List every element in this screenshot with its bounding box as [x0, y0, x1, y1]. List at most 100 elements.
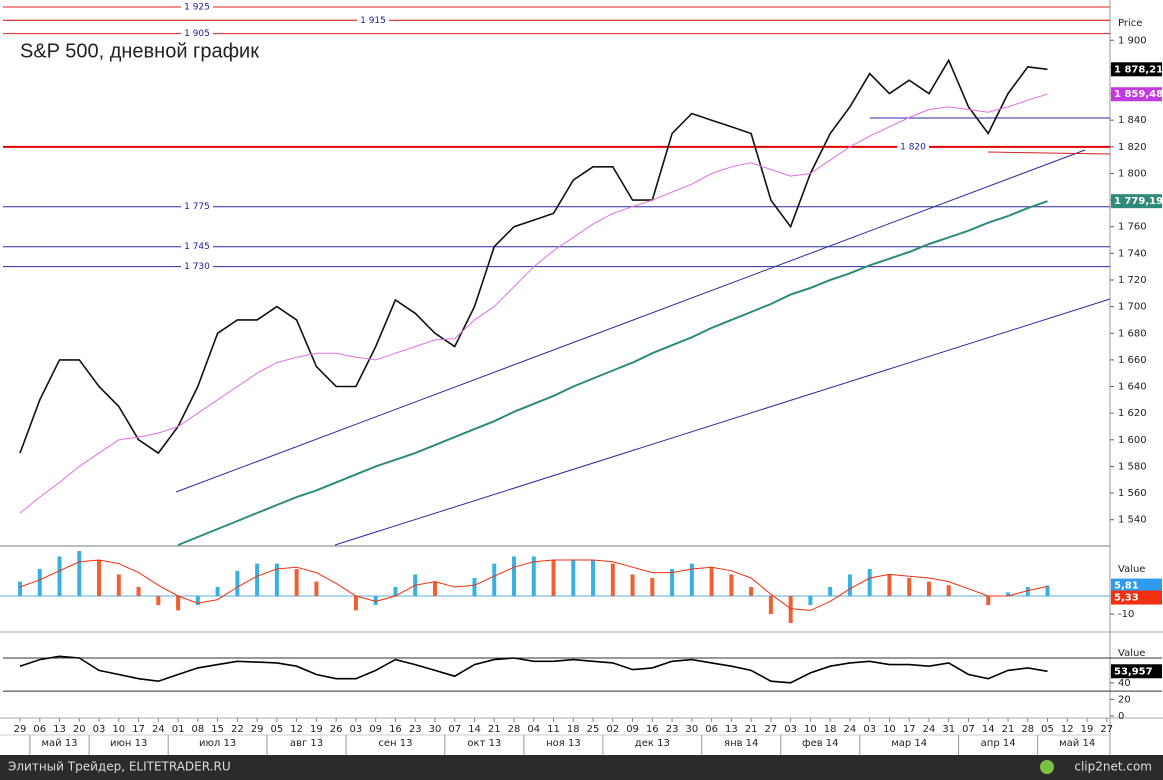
x-tick-label: 24: [923, 724, 936, 735]
y-tick-label: 1 840: [1118, 115, 1147, 126]
histogram-bar: [116, 574, 121, 597]
histogram-bar: [907, 578, 912, 597]
x-tick-label: 10: [883, 724, 896, 735]
x-tick-label: 20: [73, 724, 86, 735]
histogram-bar: [847, 574, 852, 597]
y-tick-label: 1 640: [1118, 382, 1147, 393]
y-tick-label: 1 600: [1118, 435, 1147, 446]
level-label: 1 820: [900, 142, 926, 152]
footer-source: Элитный Трейдер, ELITETRADER.RU: [8, 760, 231, 774]
histogram-bar: [591, 560, 596, 597]
histogram-bar: [373, 596, 378, 606]
level-label: 1 925: [184, 2, 210, 12]
histogram-bar: [294, 569, 299, 597]
level-label: 1 745: [184, 242, 210, 252]
value-tag-bg: [1111, 62, 1162, 77]
x-tick-label: 05: [271, 724, 284, 735]
x-tick-label: 10: [804, 724, 817, 735]
histogram-bar: [986, 596, 991, 606]
level-label: 1 775: [184, 202, 210, 212]
x-tick-label: 18: [567, 724, 580, 735]
x-tick-label: 12: [290, 724, 303, 735]
histogram-bar: [749, 587, 754, 597]
x-tick-label: 22: [231, 724, 244, 735]
x-tick-label: 07: [962, 724, 975, 735]
level-label-bg: [357, 14, 389, 27]
histogram-bar: [867, 569, 872, 597]
trend-line: [334, 298, 1111, 546]
x-tick-label: 29: [14, 724, 27, 735]
y-tick-label: 40: [1118, 678, 1131, 689]
series-line: [177, 200, 1048, 546]
month-label: май 13: [41, 738, 77, 749]
histogram-bar: [729, 574, 734, 597]
footer-bar: [0, 755, 1163, 780]
chart-title: S&P 500, дневной график: [20, 40, 259, 62]
histogram-bar: [235, 570, 240, 597]
trend-line: [987, 151, 1111, 155]
histogram-bar: [768, 596, 773, 614]
y-tick-label: 0: [1118, 711, 1124, 722]
month-label: дек 13: [635, 738, 670, 749]
month-label: май 14: [1059, 738, 1095, 749]
x-tick-label: 03: [93, 724, 106, 735]
level-label-bg: [181, 240, 213, 253]
y-tick-label: 1 620: [1118, 408, 1147, 419]
value-tag-bg: [1111, 590, 1162, 605]
y-tick-label: 1 740: [1118, 248, 1147, 259]
month-label: апр 14: [981, 738, 1016, 749]
histogram-bar: [571, 560, 576, 597]
level-label-bg: [181, 200, 213, 213]
histogram-bar: [946, 585, 951, 597]
histogram-bar: [393, 587, 398, 597]
y-tick-label: 1 760: [1118, 222, 1147, 233]
y-tick-label: 1 680: [1118, 328, 1147, 339]
x-tick-label: 24: [152, 724, 165, 735]
x-tick-label: 26: [330, 724, 343, 735]
month-label: янв 14: [724, 738, 758, 749]
y-tick-label: 1 900: [1118, 35, 1147, 46]
histogram-bar: [512, 556, 516, 597]
histogram-bar: [788, 596, 793, 623]
month-label: мар 14: [891, 738, 927, 749]
value-tag: 1 779,19: [1114, 196, 1163, 207]
x-tick-label: 23: [409, 724, 422, 735]
x-tick-label: 27: [1100, 724, 1113, 735]
value-tag: 5,33: [1114, 593, 1139, 604]
x-tick-label: 03: [784, 724, 797, 735]
histogram-bar: [551, 560, 556, 597]
histogram-bar: [136, 587, 141, 597]
y-tick-label: 1 720: [1118, 275, 1147, 286]
level-label: 1 915: [360, 16, 386, 26]
x-tick-label: 17: [132, 724, 145, 735]
x-tick-label: 21: [488, 724, 501, 735]
histogram-bar: [156, 596, 161, 606]
level-label: 1 905: [184, 29, 210, 39]
y-axis-label: Value: [1118, 564, 1145, 575]
level-label-bg: [897, 140, 929, 153]
histogram-bar: [808, 596, 813, 606]
histogram-bar: [432, 581, 437, 597]
histogram-bar: [1045, 585, 1050, 597]
histogram-bar: [887, 574, 892, 597]
month-label: авг 13: [290, 738, 323, 749]
x-tick-label: 14: [982, 724, 995, 735]
y-tick-label: 20: [1118, 694, 1131, 705]
x-tick-label: 08: [191, 724, 204, 735]
x-tick-label: 06: [705, 724, 718, 735]
histogram-bar: [630, 574, 635, 597]
x-tick-label: 28: [1021, 724, 1034, 735]
x-tick-label: 27: [765, 724, 778, 735]
histogram-bar: [77, 551, 82, 597]
y-axis-label: Value: [1118, 648, 1145, 659]
histogram-bar: [709, 567, 714, 597]
value-tag: 1 859,48: [1114, 89, 1163, 100]
x-tick-label: 18: [824, 724, 837, 735]
value-tag-bg: [1111, 194, 1162, 209]
histogram-bar: [1006, 592, 1010, 597]
x-tick-label: 12: [1061, 724, 1074, 735]
x-tick-label: 16: [646, 724, 659, 735]
y-tick-label: 1 820: [1118, 142, 1147, 153]
y-tick-label: 1 540: [1118, 515, 1147, 526]
histogram-bar: [1025, 587, 1030, 597]
